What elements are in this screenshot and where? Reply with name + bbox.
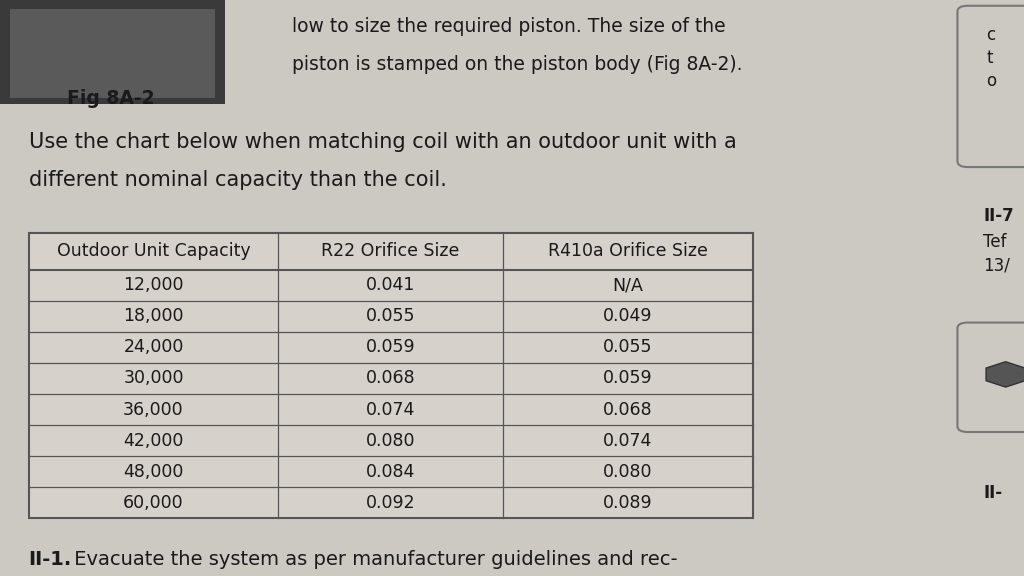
Text: 0.092: 0.092 [366,494,416,512]
Text: 48,000: 48,000 [123,463,183,481]
Text: N/A: N/A [612,276,643,294]
Text: Outdoor Unit Capacity: Outdoor Unit Capacity [56,242,250,260]
Text: 0.059: 0.059 [603,369,652,388]
Text: different nominal capacity than the coil.: different nominal capacity than the coil… [29,170,446,190]
Text: R22 Orifice Size: R22 Orifice Size [322,242,460,260]
Bar [29,233,753,518]
Text: 13/: 13/ [983,256,1010,274]
Text: 0.074: 0.074 [603,431,652,450]
Text: 0.055: 0.055 [366,307,416,325]
Text: II-1.: II-1. [29,550,72,569]
Text: II-: II- [983,484,1002,502]
Text: 24,000: 24,000 [123,338,183,357]
Text: o: o [986,72,996,90]
Text: low to size the required piston. The size of the: low to size the required piston. The siz… [292,17,725,36]
Text: 0.055: 0.055 [603,338,652,357]
Text: II-7: II-7 [983,207,1014,225]
Text: 36,000: 36,000 [123,400,183,419]
Bar [29,233,753,518]
Text: 60,000: 60,000 [123,494,183,512]
Text: 0.084: 0.084 [366,463,416,481]
Circle shape [967,353,1024,396]
Text: 0.080: 0.080 [603,463,652,481]
Text: 0.049: 0.049 [603,307,652,325]
Text: 0.041: 0.041 [366,276,416,294]
Text: Use the chart below when matching coil with an outdoor unit with a: Use the chart below when matching coil w… [29,132,736,153]
Text: Evacuate the system as per manufacturer guidelines and rec-: Evacuate the system as per manufacturer … [68,550,677,569]
FancyBboxPatch shape [957,6,1024,167]
Text: 0.059: 0.059 [366,338,416,357]
Text: 12,000: 12,000 [123,276,183,294]
Text: 18,000: 18,000 [123,307,183,325]
Text: 0.074: 0.074 [366,400,416,419]
Text: 0.089: 0.089 [603,494,652,512]
Text: Tef: Tef [983,233,1007,251]
Text: 0.080: 0.080 [366,431,416,450]
Text: t: t [986,49,992,67]
Text: c: c [986,26,995,44]
Text: piston is stamped on the piston body (Fig 8A-2).: piston is stamped on the piston body (Fi… [292,55,742,74]
Text: 42,000: 42,000 [123,431,183,450]
Text: 30,000: 30,000 [123,369,183,388]
FancyBboxPatch shape [957,323,1024,432]
Bar [10,9,215,98]
Text: R410a Orifice Size: R410a Orifice Size [548,242,708,260]
Text: Fig 8A-2: Fig 8A-2 [67,89,155,108]
Text: 0.068: 0.068 [366,369,416,388]
Bar [0,0,225,104]
Text: 0.068: 0.068 [603,400,652,419]
